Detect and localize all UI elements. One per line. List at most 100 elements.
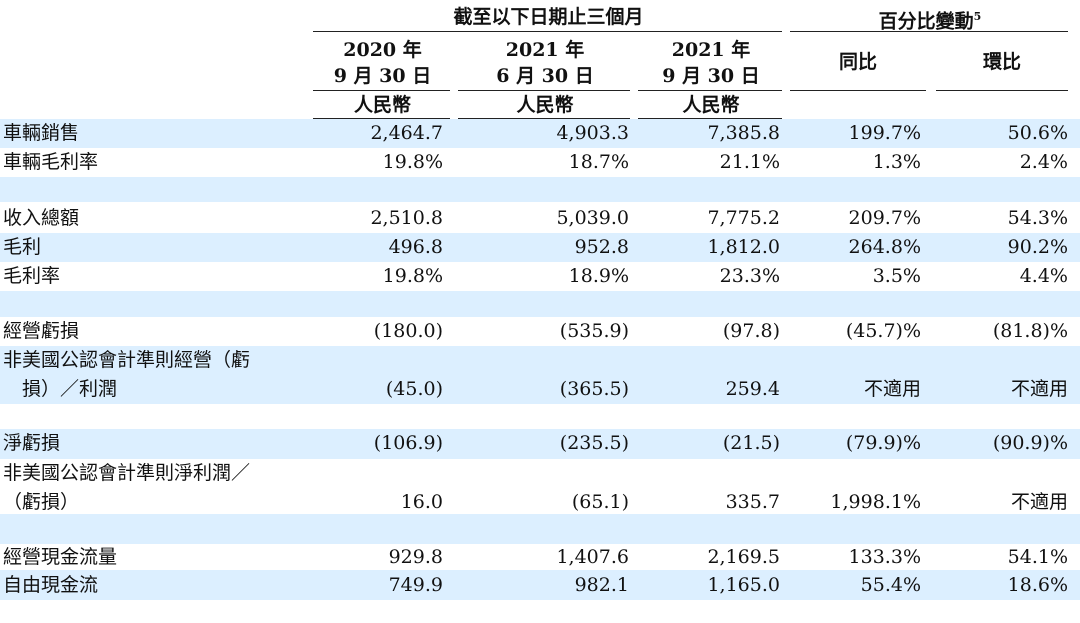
row-label: 車輛毛利率 — [3, 151, 99, 173]
row-label: 車輛銷售 — [3, 122, 80, 144]
table-row-operating-cash-flow: 經營現金流量 929.8 1,407.6 2,169.5 133.3% 54.1… — [0, 543, 1080, 572]
cell-value: 3.5% — [872, 265, 921, 287]
cell-value: 50.6% — [1007, 122, 1068, 144]
col-header-year: 2021 年 — [505, 39, 585, 61]
table-row-total-revenue: 收入總額 2,510.8 5,039.0 7,775.2 209.7% 54.3… — [0, 204, 1080, 233]
cell-value: 2,510.8 — [370, 207, 443, 229]
cell-value: 2.4% — [1019, 151, 1068, 173]
header-group-period: 截至以下日期止三個月 — [453, 6, 644, 28]
cell-value: (235.5) — [559, 432, 629, 454]
cell-value: 982.1 — [574, 574, 629, 596]
cell-value: 21.1% — [719, 151, 780, 173]
cell-value: (97.8) — [722, 320, 780, 342]
footnote-marker: 5 — [973, 10, 982, 23]
row-label: 自由現金流 — [3, 574, 99, 596]
cell-value: 1,998.1% — [830, 491, 921, 513]
col-header-2021-q3: 2021 年 9 月 30 日 — [640, 37, 782, 89]
row-band — [0, 291, 1080, 317]
row-band — [0, 233, 1080, 262]
cell-value: (65.1) — [571, 491, 629, 513]
header-rule-col4 — [936, 90, 1068, 91]
cell-value: 2,169.5 — [707, 546, 780, 568]
cell-value: 54.1% — [1007, 546, 1068, 568]
cell-value: 2,464.7 — [370, 122, 443, 144]
col-header-yoy: 同比 — [838, 51, 877, 73]
cell-value: 1,407.6 — [556, 546, 629, 568]
row-label-line1: 非美國公認會計準則經營（虧 — [3, 349, 251, 371]
cell-value: 19.8% — [382, 151, 443, 173]
cell-value: (90.9)% — [992, 432, 1068, 454]
cell-value: (180.0) — [373, 320, 443, 342]
col-header-2021-q2: 2021 年 6 月 30 日 — [460, 37, 630, 89]
cell-value: 4,903.3 — [556, 122, 629, 144]
currency-label: 人民幣 — [682, 94, 740, 116]
cell-value: 16.0 — [400, 491, 443, 513]
cell-value: 1.3% — [872, 151, 921, 173]
header-rule-col1 — [458, 90, 630, 91]
row-band — [0, 570, 1080, 600]
header-rule-period — [313, 31, 782, 32]
col-header-date: 9 月 30 日 — [662, 65, 760, 87]
row-band — [0, 514, 1080, 544]
header-group-change: 百分比變動5 — [790, 4, 1070, 34]
cell-value: 54.3% — [1007, 207, 1068, 229]
cell-value: 7,775.2 — [707, 207, 780, 229]
cell-value: 18.6% — [1007, 574, 1068, 596]
row-band — [0, 346, 1080, 404]
cell-value: 不適用 — [863, 378, 921, 400]
cell-value: (535.9) — [559, 320, 629, 342]
cell-value: 496.8 — [388, 236, 443, 258]
table-row-gross-margin: 毛利率 19.8% 18.9% 23.3% 3.5% 4.4% — [0, 262, 1080, 291]
table-row-non-gaap-operating: 損）／利潤 (45.0) (365.5) 259.4 不適用 不適用 — [0, 375, 1080, 404]
cell-value: 23.3% — [719, 265, 780, 287]
row-label: 經營虧損 — [3, 320, 80, 342]
row-band — [0, 429, 1080, 459]
table-row-net-loss: 淨虧損 (106.9) (235.5) (21.5) (79.9)% (90.9… — [0, 429, 1080, 458]
cell-value: (45.0) — [385, 378, 443, 400]
cell-value: 133.3% — [848, 546, 921, 568]
col-header-date: 9 月 30 日 — [333, 65, 432, 87]
row-label-line2: （虧損） — [3, 491, 80, 513]
currency-label: 人民幣 — [516, 94, 574, 116]
cell-value: 不適用 — [1010, 491, 1068, 513]
cell-value: 749.9 — [388, 574, 443, 596]
col-header-2020-q3: 2020 年 9 月 30 日 — [315, 37, 450, 89]
cell-value: 259.4 — [725, 378, 780, 400]
cell-value: 209.7% — [848, 207, 921, 229]
row-label: 淨虧損 — [3, 432, 61, 454]
header-rule-currency-1 — [458, 118, 630, 119]
table-row-free-cash-flow: 自由現金流 749.9 982.1 1,165.0 55.4% 18.6% — [0, 571, 1080, 600]
cell-value: (21.5) — [722, 432, 780, 454]
row-label: 毛利率 — [3, 265, 61, 287]
header-rule-change — [790, 31, 1068, 32]
cell-value: 335.7 — [725, 491, 780, 513]
cell-value: 4.4% — [1019, 265, 1068, 287]
col-header-qoq: 環比 — [982, 51, 1021, 73]
cell-value: 不適用 — [1010, 378, 1068, 400]
cell-value: 90.2% — [1007, 236, 1068, 258]
table-row-vehicle-margin: 車輛毛利率 19.8% 18.7% 21.1% 1.3% 2.4% — [0, 148, 1080, 177]
table-row-vehicle-sales: 車輛銷售 2,464.7 4,903.3 7,385.8 199.7% 50.6… — [0, 119, 1080, 148]
cell-value: 55.4% — [860, 574, 921, 596]
cell-value: 199.7% — [848, 122, 921, 144]
row-band — [0, 119, 1080, 148]
cell-value: 18.7% — [568, 151, 629, 173]
cell-value: (365.5) — [559, 378, 629, 400]
header-rule-col2 — [638, 90, 782, 91]
table-row-gross-profit: 毛利 496.8 952.8 1,812.0 264.8% 90.2% — [0, 233, 1080, 262]
row-label-line1: 非美國公認會計準則淨利潤／ — [3, 462, 251, 484]
cell-value: 18.9% — [568, 265, 629, 287]
col-header-year: 2021 年 — [671, 39, 751, 61]
row-label: 毛利 — [3, 236, 42, 258]
cell-value: (45.7)% — [845, 320, 921, 342]
cell-value: (106.9) — [373, 432, 443, 454]
row-label: 經營現金流量 — [3, 546, 118, 568]
table-row-operating-loss: 經營虧損 (180.0) (535.9) (97.8) (45.7)% (81.… — [0, 317, 1080, 346]
header-rule-currency-2 — [638, 118, 782, 119]
cell-value: 7,385.8 — [707, 122, 780, 144]
header-rule-col3 — [790, 90, 926, 91]
table-row-non-gaap-net: （虧損） 16.0 (65.1) 335.7 1,998.1% 不適用 — [0, 488, 1080, 517]
cell-value: (81.8)% — [992, 320, 1068, 342]
cell-value: 1,812.0 — [707, 236, 780, 258]
cell-value: 929.8 — [388, 546, 443, 568]
